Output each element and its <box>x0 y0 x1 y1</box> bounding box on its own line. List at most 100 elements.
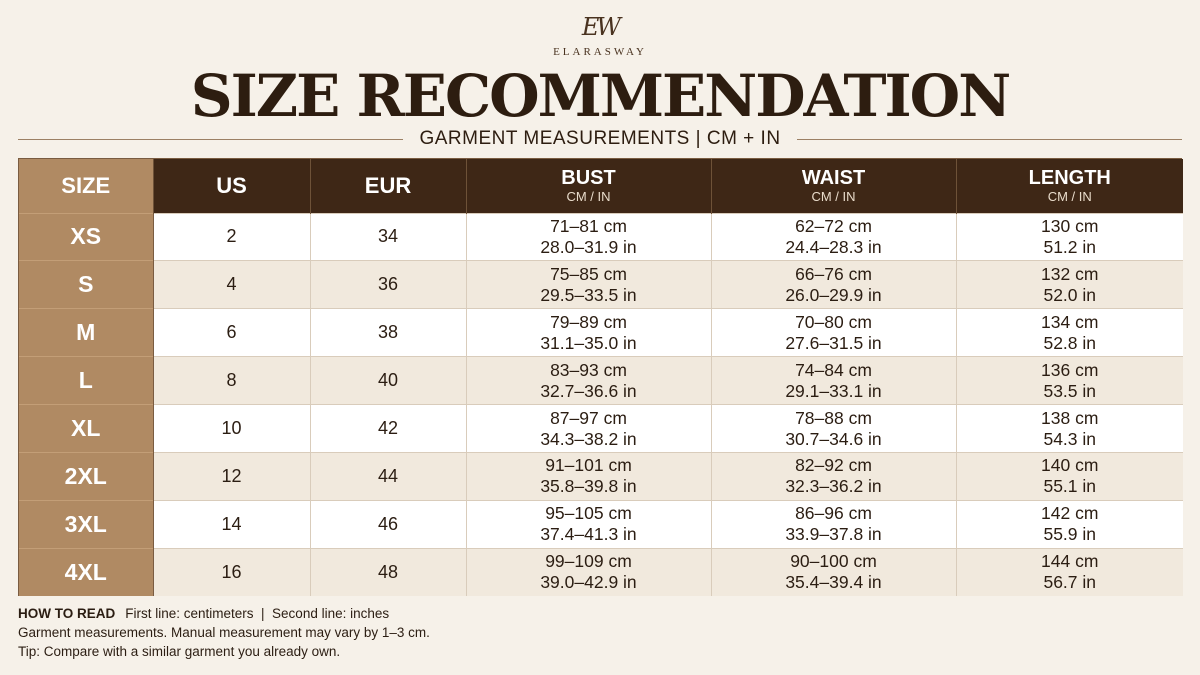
eur-cell: 42 <box>310 404 467 453</box>
header-bust-units: CM / IN <box>566 188 611 204</box>
length-in: 56.7 in <box>1043 572 1097 593</box>
waist-in: 30.7–34.6 in <box>785 428 882 449</box>
header-bust: BUST CM / IN <box>466 159 712 213</box>
waist-cm: 62–72 cm <box>795 215 872 236</box>
bust-cell: 91–101 cm 35.8–39.8 in <box>466 451 712 501</box>
header-waist-units: CM / IN <box>811 188 856 204</box>
waist-cm: 86–96 cm <box>795 503 872 524</box>
bust-cell: 87–97 cm 34.3–38.2 in <box>466 404 712 453</box>
length-cell: 144 cm 56.7 in <box>956 547 1183 597</box>
us-cell: 6 <box>153 308 311 357</box>
length-cell: 134 cm 52.8 in <box>956 308 1183 357</box>
size-cell: 2XL <box>19 451 154 501</box>
us-cell: 4 <box>153 260 311 309</box>
bust-cm: 91–101 cm <box>545 455 632 476</box>
table-row: XS 2 34 71–81 cm 28.0–31.9 in 62–72 cm 24.4–28… <box>19 212 1183 261</box>
waist-cm: 66–76 cm <box>795 263 872 284</box>
size-cell: M <box>19 308 154 357</box>
size-cell: XL <box>19 404 154 453</box>
header-size: SIZE <box>19 159 154 213</box>
length-cm: 132 cm <box>1041 263 1099 284</box>
waist-cell: 62–72 cm 24.4–28.3 in <box>711 212 957 261</box>
length-in: 55.1 in <box>1043 476 1097 497</box>
us-cell: 8 <box>153 356 311 405</box>
waist-in: 35.4–39.4 in <box>785 572 882 593</box>
eur-cell: 46 <box>310 499 467 549</box>
us-cell: 2 <box>153 212 311 261</box>
waist-cm: 70–80 cm <box>795 311 872 332</box>
table-row: 4XL 16 48 99–109 cm 39.0–42.9 in 90–100 cm 35.… <box>19 547 1183 597</box>
how-to-read-text: First line: centimeters | Second line: i… <box>125 606 390 621</box>
notes-line-2: Garment measurements. Manual measurement… <box>18 625 430 640</box>
length-cm: 138 cm <box>1041 407 1099 428</box>
length-in: 54.3 in <box>1043 428 1097 449</box>
header-length-label: LENGTH <box>1028 166 1111 189</box>
header-waist-label: WAIST <box>801 166 866 189</box>
length-in: 51.2 in <box>1043 236 1097 257</box>
bust-cm: 99–109 cm <box>545 551 632 572</box>
table-row: S 4 36 75–85 cm 29.5–33.5 in 66–76 cm 26.0–29.… <box>19 260 1183 309</box>
us-cell: 14 <box>153 499 311 549</box>
eur-cell: 36 <box>310 260 467 309</box>
size-cell: XS <box>19 212 154 261</box>
table-row: M 6 38 79–89 cm 31.1–35.0 in 70–80 cm 27.6–31.… <box>19 308 1183 357</box>
waist-cm: 82–92 cm <box>795 455 872 476</box>
notes-line-1: HOW TO READ First line: centimeters | Sec… <box>18 604 1018 623</box>
bust-in: 37.4–41.3 in <box>540 524 637 545</box>
table-row: XL 10 42 87–97 cm 34.3–38.2 in 78–88 cm 30.7–3… <box>19 404 1183 453</box>
divider-right <box>796 138 1182 140</box>
length-cell: 136 cm 53.5 in <box>956 356 1183 405</box>
length-cell: 138 cm 54.3 in <box>956 404 1183 453</box>
eur-cell: 44 <box>310 451 467 501</box>
length-in: 55.9 in <box>1043 524 1097 545</box>
waist-in: 27.6–31.5 in <box>785 332 882 353</box>
bust-cm: 95–105 cm <box>545 503 632 524</box>
size-cell: 3XL <box>19 499 154 549</box>
table-row: L 8 40 83–93 cm 32.7–36.6 in 74–84 cm 29.1–33.… <box>19 356 1183 405</box>
waist-cell: 82–92 cm 32.3–36.2 in <box>711 451 957 501</box>
length-cm: 130 cm <box>1041 215 1099 236</box>
length-cm: 142 cm <box>1041 503 1099 524</box>
bust-in: 29.5–33.5 in <box>540 284 637 305</box>
bust-in: 28.0–31.9 in <box>540 236 637 257</box>
waist-cell: 66–76 cm 26.0–29.9 in <box>711 260 957 309</box>
table-row: 3XL 14 46 95–105 cm 37.4–41.3 in 86–96 cm 33.9… <box>19 499 1183 549</box>
eur-cell: 38 <box>310 308 467 357</box>
us-cell: 10 <box>153 404 311 453</box>
waist-cell: 70–80 cm 27.6–31.5 in <box>711 308 957 357</box>
length-cell: 140 cm 55.1 in <box>956 451 1183 501</box>
length-cm: 134 cm <box>1041 311 1099 332</box>
length-in: 52.0 in <box>1043 284 1097 305</box>
bust-in: 35.8–39.8 in <box>540 476 637 497</box>
eur-cell: 48 <box>310 547 467 597</box>
length-cell: 132 cm 52.0 in <box>956 260 1183 309</box>
brand-name: ELARASWAY <box>553 46 647 58</box>
size-table: SIZE US EUR BUST CM / IN WAIST CM / IN L… <box>19 159 1183 597</box>
bust-cell: 83–93 cm 32.7–36.6 in <box>466 356 712 405</box>
header-length: LENGTH CM / IN <box>956 159 1183 213</box>
length-cm: 140 cm <box>1041 455 1099 476</box>
size-table-container: SIZE US EUR BUST CM / IN WAIST CM / IN L… <box>18 158 1183 597</box>
waist-cell: 74–84 cm 29.1–33.1 in <box>711 356 957 405</box>
size-cell: S <box>19 260 154 309</box>
bust-in: 31.1–35.0 in <box>540 332 637 353</box>
waist-cm: 78–88 cm <box>795 407 872 428</box>
header-us: US <box>153 159 311 213</box>
bust-cm: 79–89 cm <box>550 311 627 332</box>
header-waist: WAIST CM / IN <box>711 159 957 213</box>
header-bust-label: BUST <box>561 166 616 189</box>
length-in: 53.5 in <box>1043 380 1097 401</box>
page-subtitle: GARMENT MEASUREMENTS | CM + IN <box>419 128 781 149</box>
waist-in: 32.3–36.2 in <box>785 476 882 497</box>
bust-cell: 99–109 cm 39.0–42.9 in <box>466 547 712 597</box>
notes-line-3: Tip: Compare with a similar garment you … <box>18 644 341 659</box>
waist-cm: 74–84 cm <box>795 359 872 380</box>
waist-in: 24.4–28.3 in <box>785 236 882 257</box>
bust-cm: 87–97 cm <box>550 407 627 428</box>
length-cm: 144 cm <box>1041 551 1099 572</box>
bust-in: 39.0–42.9 in <box>540 572 637 593</box>
bust-cell: 95–105 cm 37.4–41.3 in <box>466 499 712 549</box>
waist-in: 29.1–33.1 in <box>785 380 882 401</box>
header-eur: EUR <box>310 159 467 213</box>
us-cell: 16 <box>153 547 311 597</box>
